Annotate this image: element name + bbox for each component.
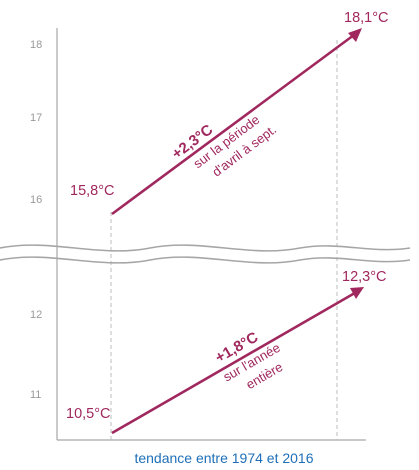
y-tick-label: 16 <box>30 194 42 206</box>
end-value-label-growing-season: 18,1°C <box>344 10 389 26</box>
start-value-label-full-year: 10,5°C <box>66 406 111 422</box>
end-value-label-full-year: 12,3°C <box>342 269 387 285</box>
y-tick-label: 17 <box>30 112 42 124</box>
x-axis-label: tendance entre 1974 et 2016 <box>134 450 313 466</box>
axis-break-wave-bottom <box>0 256 411 264</box>
trend-arrow-growing-season <box>111 30 359 216</box>
y-tick-label: 11 <box>30 389 41 401</box>
arrowhead-growing-season <box>348 28 362 42</box>
axis-break-wave-top <box>0 244 411 252</box>
trend-arrow-full-year <box>111 288 361 435</box>
y-tick-label: 18 <box>30 39 42 51</box>
arrowhead-full-year <box>350 287 364 299</box>
start-value-label-growing-season: 15,8°C <box>70 183 115 199</box>
y-tick-label: 12 <box>30 309 42 321</box>
